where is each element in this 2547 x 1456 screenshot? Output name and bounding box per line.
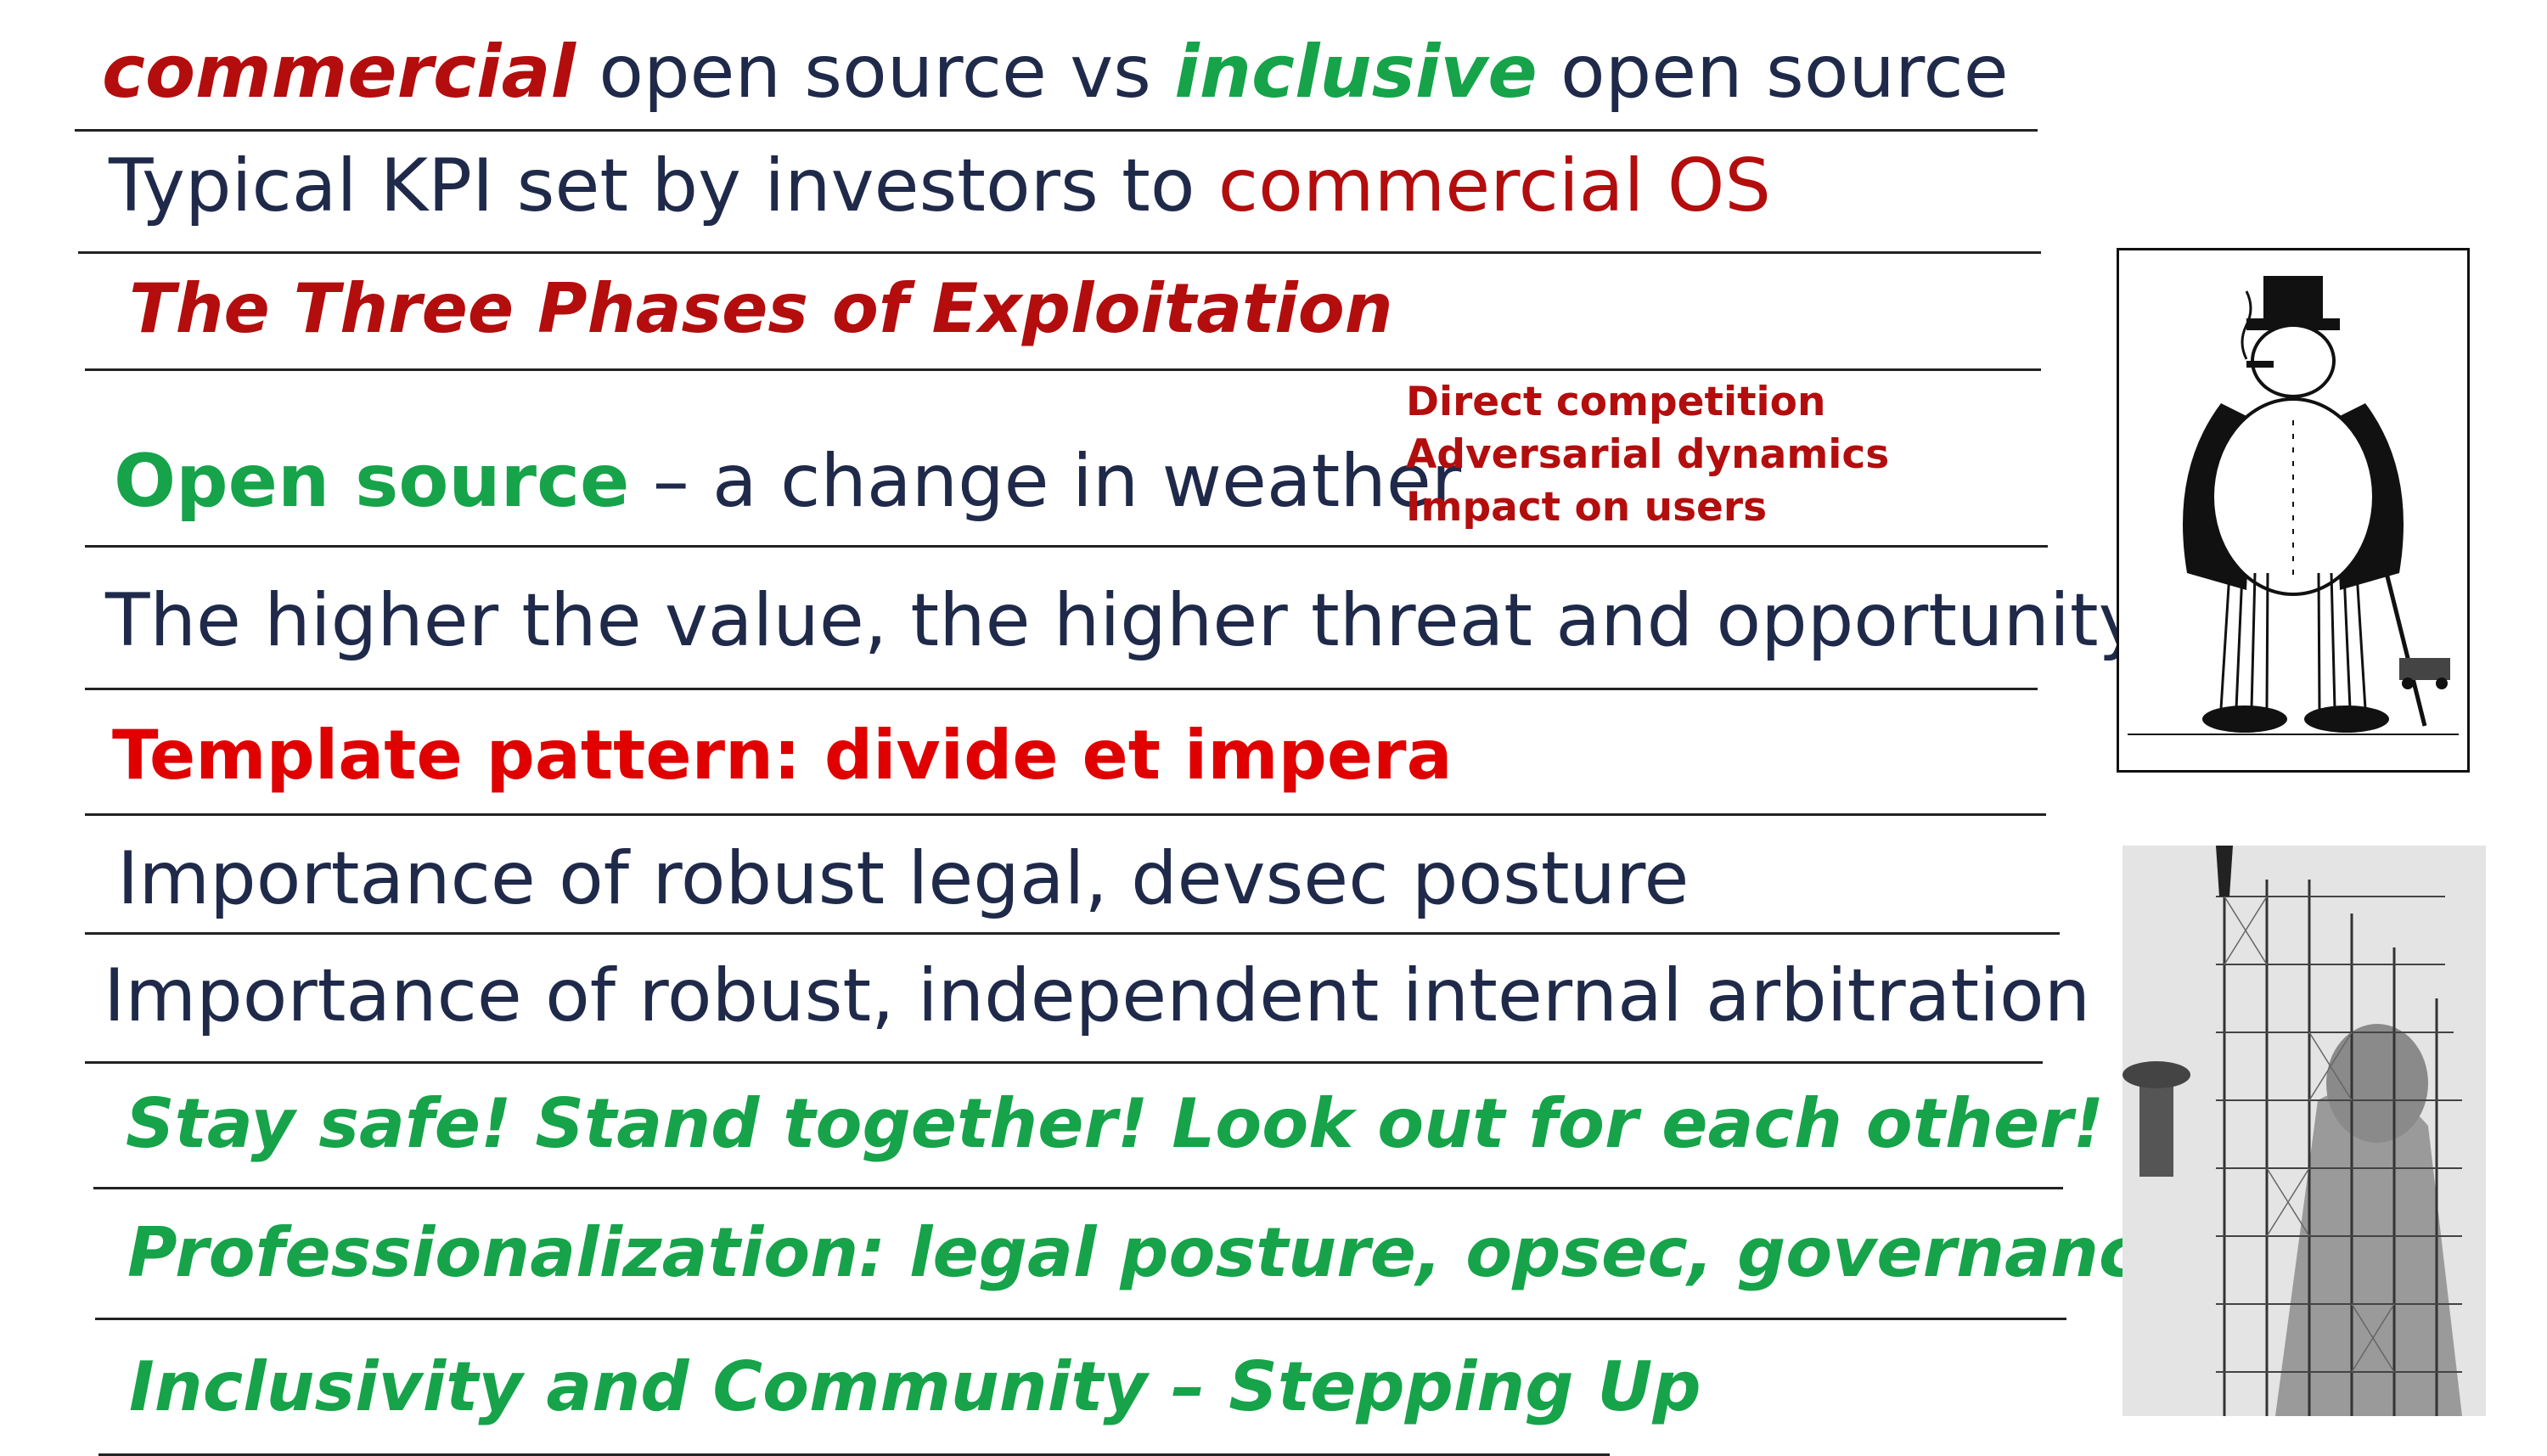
line-1-part-2: open source vs [576, 30, 1175, 115]
divider-5 [85, 688, 2038, 690]
line-7-part-1: Importance of robust legal, devsec postu… [117, 836, 1690, 921]
line-1-part-1: commercial [102, 30, 576, 115]
divider-3 [85, 368, 2041, 371]
line-9: Stay safe! Stand together! Look out for … [126, 1090, 2104, 1158]
side-list-item: Impact on users [1406, 484, 1768, 531]
line-6-part-1: Template pattern: divide et impera [112, 716, 1453, 795]
line-1-part-3: inclusive [1174, 30, 1538, 115]
side-list-item: Direct competition [1406, 379, 1826, 425]
line-4: Open source – a change in weather [114, 445, 1461, 518]
divider-7 [85, 932, 2060, 935]
divider-1 [75, 129, 2038, 132]
line-4-part-2: – a change in weather [629, 439, 1462, 524]
line-11-part-1: Inclusivity and Community – Stepping Up [129, 1347, 1701, 1426]
line-5: The higher the value, the higher threat … [105, 584, 2142, 657]
divider-8 [85, 1061, 2043, 1064]
line-11: Inclusivity and Community – Stepping Up [129, 1353, 1701, 1421]
line-1: commercial open source vs inclusive open… [102, 36, 2009, 109]
statue-scaffolding-photo [2122, 846, 2486, 1416]
line-6: Template pattern: divide et impera [112, 722, 1453, 790]
line-10-part-1: Professionalization: legal posture, opse… [127, 1213, 2185, 1292]
line-2-part-1: Typical KPI set by investors to [109, 143, 1218, 228]
tycoon-cartoon-illustration [2117, 248, 2470, 773]
line-7: Importance of robust legal, devsec postu… [117, 842, 1689, 915]
side-list-item: Adversarial dynamics [1406, 431, 1890, 478]
line-8: Importance of robust, independent intern… [104, 959, 2090, 1032]
divider-6 [85, 813, 2046, 816]
line-8-part-1: Importance of robust, independent intern… [104, 953, 2091, 1038]
line-1-part-4: open source [1537, 30, 2009, 115]
line-10: Professionalization: legal posture, opse… [127, 1219, 2185, 1287]
line-2: Typical KPI set by investors to commerci… [109, 149, 1771, 222]
line-9-part-1: Stay safe! Stand together! Look out for … [126, 1084, 2105, 1163]
divider-9 [93, 1187, 2063, 1189]
line-5-part-1: The higher the value, the higher threat … [105, 578, 2142, 663]
line-2-part-2: commercial OS [1217, 143, 1772, 228]
divider-2 [78, 251, 2041, 254]
line-3: The Three Phases of Exploitation [129, 275, 1393, 343]
line-4-part-1: Open source [114, 439, 630, 524]
weather-impact-list: Direct competition Adversarial dynamics … [1406, 376, 1889, 534]
line-3-part-1: The Three Phases of Exploitation [129, 269, 1393, 348]
divider-4 [85, 545, 2048, 548]
divider-10 [95, 1318, 2066, 1320]
